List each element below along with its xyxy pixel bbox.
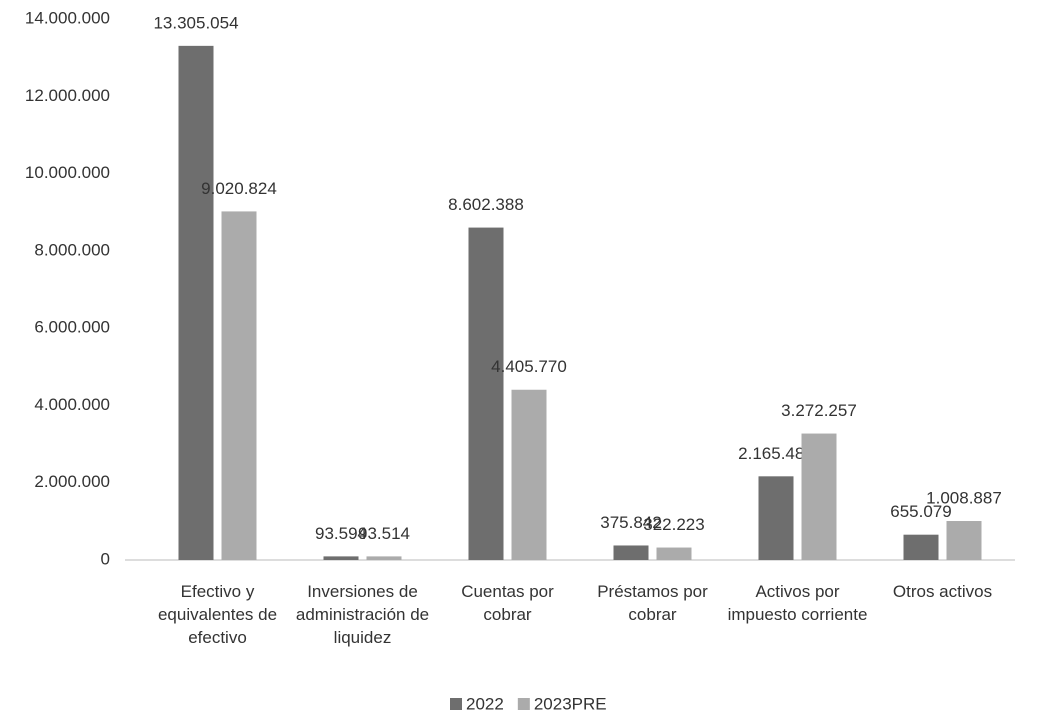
bar [903,534,939,560]
bar [613,545,649,560]
value-label: 9.020.824 [201,179,277,198]
legend-label: 2023PRE [534,694,607,713]
value-label: 4.405.770 [491,357,567,376]
value-label: 3.272.257 [781,401,857,420]
value-label: 93.594 [315,524,367,543]
value-label: 375.842 [600,513,661,532]
bar [468,227,504,560]
value-label: 2.165.484 [738,444,814,463]
bar [221,211,257,560]
x-tick-label: Efectivo y equivalentes de efectivo [157,582,278,647]
bar [946,521,982,560]
value-label: 655.079 [890,502,951,521]
value-label: 1.008.887 [926,488,1002,507]
x-tick-label: Activos por impuesto corriente [727,582,868,624]
bar [801,433,837,560]
x-tick-label: Otros activos [892,582,993,601]
y-tick-label: 12.000.000 [25,86,110,105]
bar [656,547,692,560]
y-tick-label: 0 [101,549,110,568]
bar [366,556,402,560]
x-tick-label: Cuentas por cobrar [461,582,554,624]
y-tick-label: 4.000.000 [34,395,110,414]
value-label: 322.223 [643,515,704,534]
x-tick-label: Préstamos por cobrar [597,582,708,624]
legend-swatch [450,698,462,710]
x-tick-label: Inversiones de administración de liquide… [295,582,430,647]
value-label: 93.514 [358,524,410,543]
y-tick-label: 2.000.000 [34,472,110,491]
legend-swatch [517,698,530,710]
y-tick-label: 6.000.000 [34,318,110,337]
bar [323,556,359,560]
value-label: 13.305.054 [153,13,238,32]
y-tick-label: 8.000.000 [34,240,110,259]
legend-label: 2022 [466,694,504,713]
bar [178,45,214,561]
y-tick-label: 14.000.000 [25,8,110,27]
bar [511,389,547,560]
value-label: 8.602.388 [448,195,524,214]
y-tick-label: 10.000.000 [25,163,110,182]
bar [758,476,794,560]
